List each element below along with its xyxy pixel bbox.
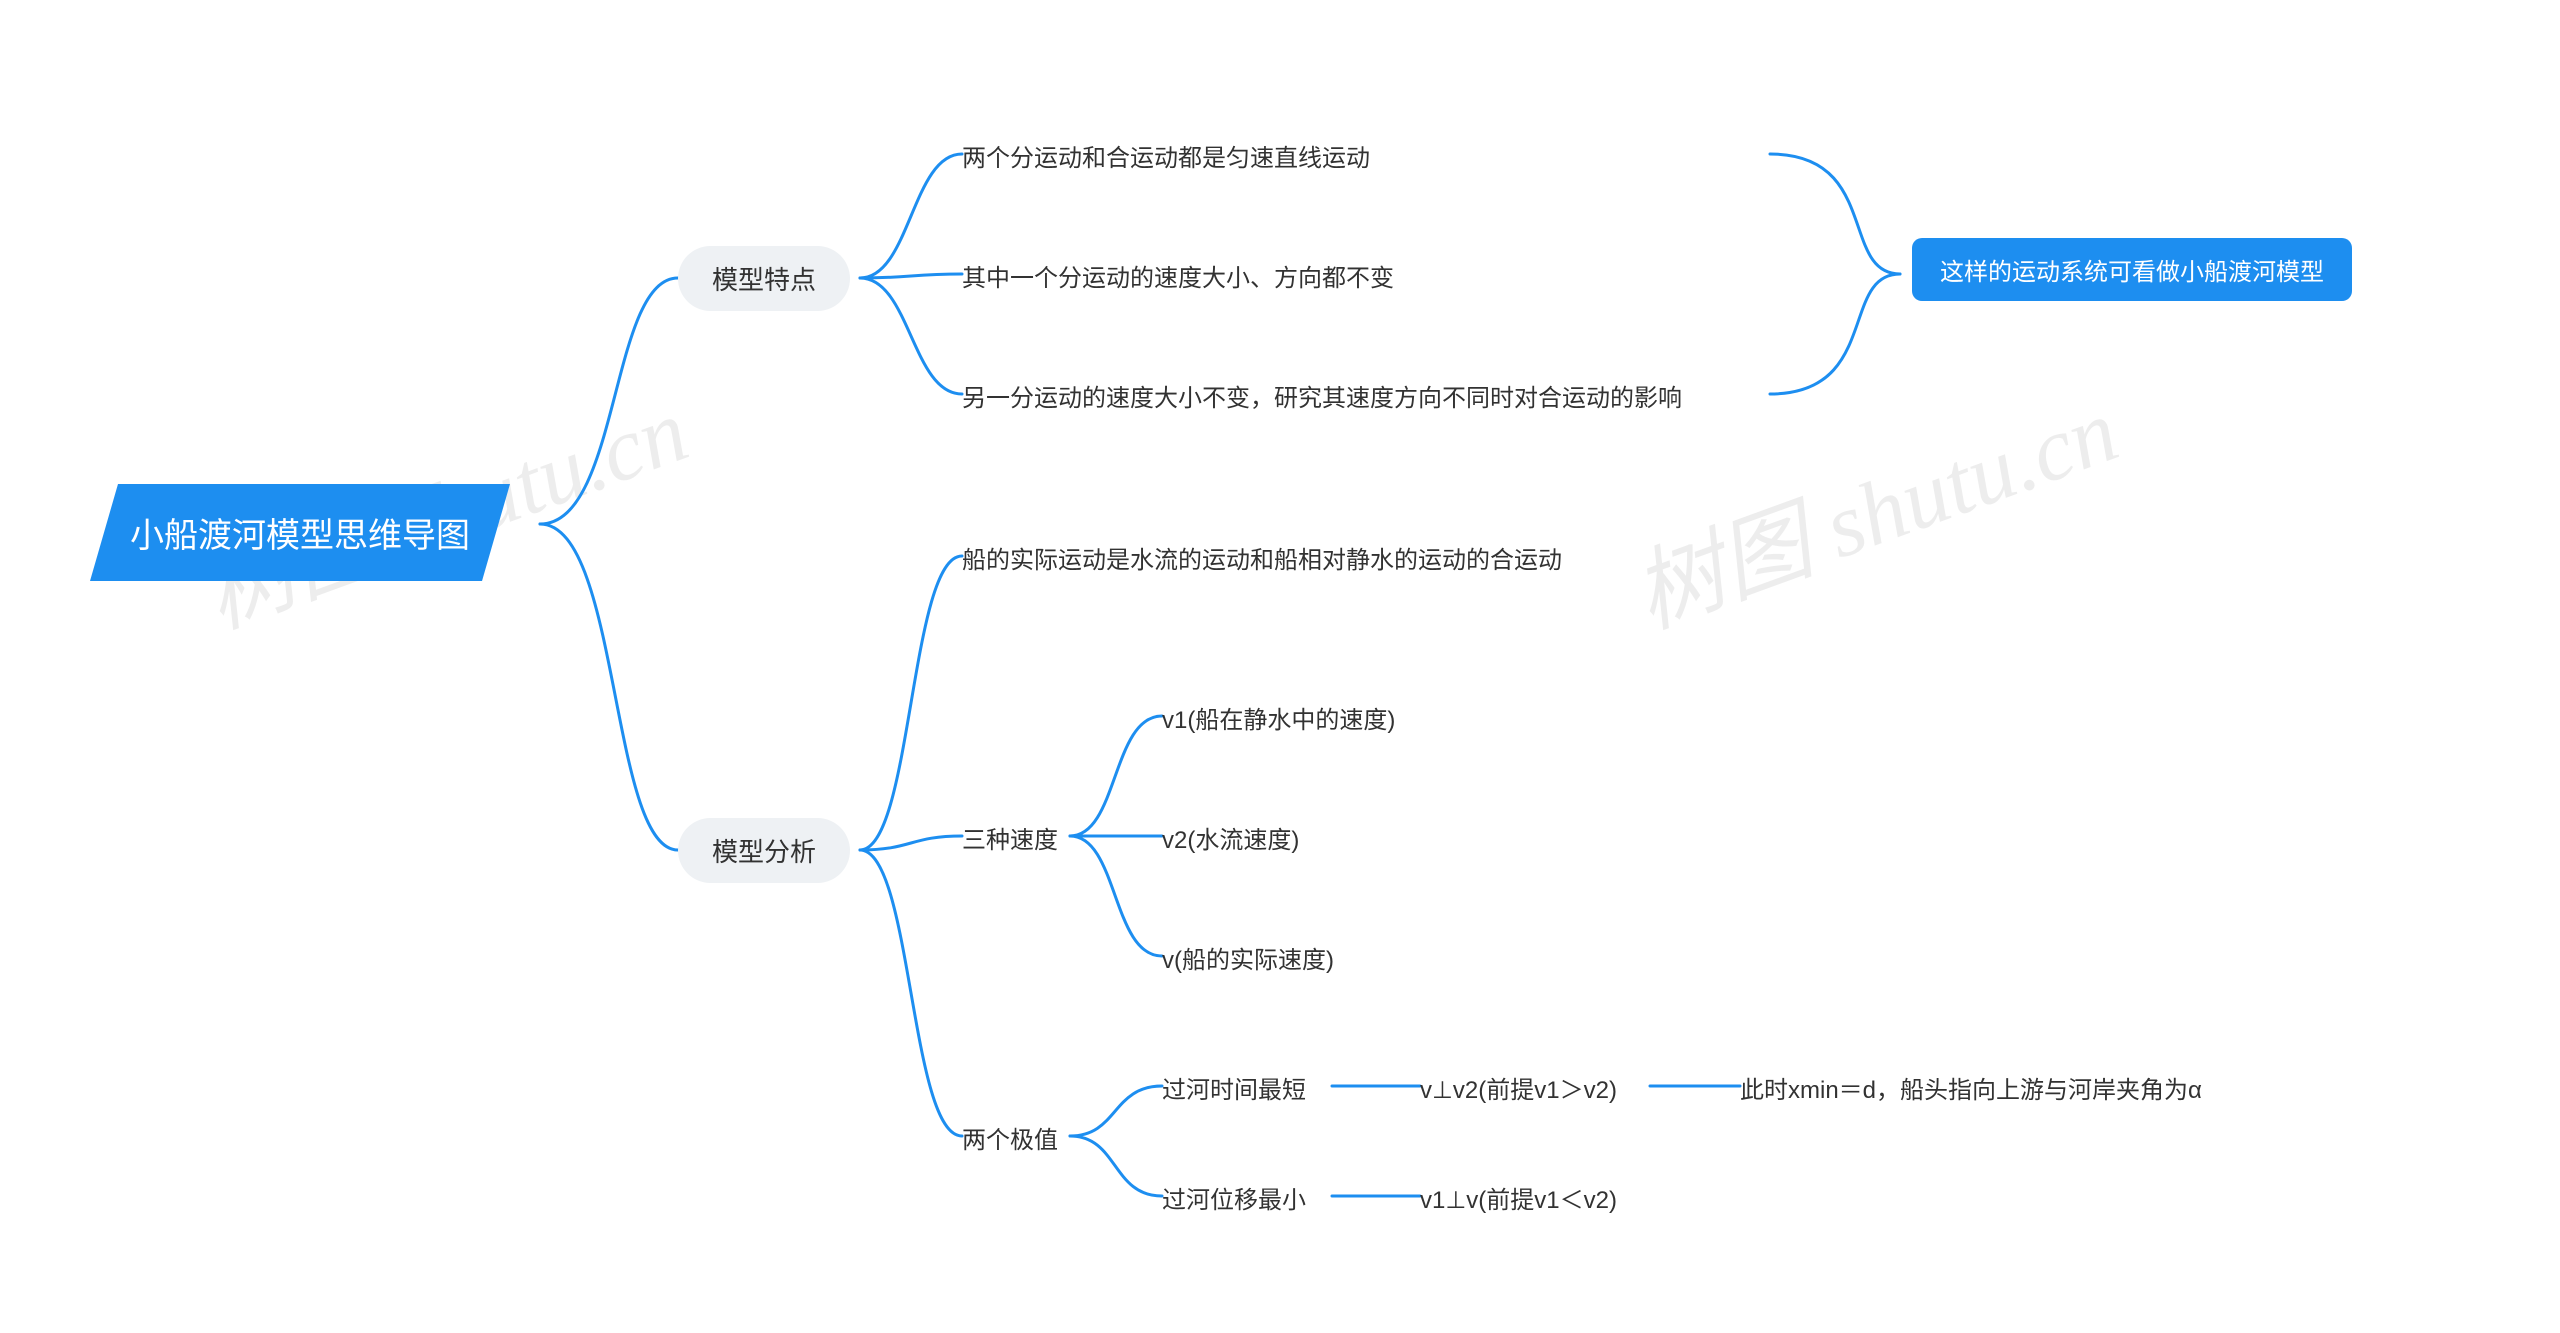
topic-features[interactable]: 模型特点: [678, 246, 850, 311]
leaf-f3[interactable]: 另一分运动的速度大小不变，研究其速度方向不同时对合运动的影响: [962, 378, 1682, 413]
leaf-f2[interactable]: 其中一个分运动的速度大小、方向都不变: [962, 258, 1394, 293]
connector-layer: [0, 0, 2560, 1333]
leaf-speeds[interactable]: 三种速度: [962, 820, 1058, 855]
topic-label: 模型特点: [712, 260, 816, 297]
summary-badge[interactable]: 这样的运动系统可看做小船渡河模型: [1912, 238, 2352, 301]
leaf-s2[interactable]: v2(水流速度): [1162, 820, 1299, 855]
leaf-label: 其中一个分运动的速度大小、方向都不变: [962, 258, 1394, 293]
leaf-label: 过河时间最短: [1162, 1070, 1306, 1105]
root-label: 小船渡河模型思维导图: [130, 508, 470, 557]
leaf-e2[interactable]: 过河位移最小: [1162, 1180, 1306, 1215]
watermark: 树图 shutu.cn: [1613, 358, 2132, 653]
topic-label: 模型分析: [712, 832, 816, 869]
leaf-label: v1(船在静水中的速度): [1162, 700, 1395, 735]
root-node[interactable]: 小船渡河模型思维导图: [90, 484, 510, 581]
leaf-label: v⊥v2(前提v1＞v2): [1420, 1070, 1617, 1105]
leaf-s1[interactable]: v1(船在静水中的速度): [1162, 700, 1395, 735]
topic-analysis[interactable]: 模型分析: [678, 818, 850, 883]
leaf-label: 过河位移最小: [1162, 1180, 1306, 1215]
leaf-e2a[interactable]: v1⊥v(前提v1＜v2): [1420, 1180, 1617, 1215]
leaf-label: 两个分运动和合运动都是匀速直线运动: [962, 138, 1370, 173]
leaf-f1[interactable]: 两个分运动和合运动都是匀速直线运动: [962, 138, 1370, 173]
leaf-label: 船的实际运动是水流的运动和船相对静水的运动的合运动: [962, 540, 1562, 575]
leaf-label: v1⊥v(前提v1＜v2): [1420, 1180, 1617, 1215]
leaf-e1b[interactable]: 此时xmin＝d，船头指向上游与河岸夹角为α: [1740, 1070, 2202, 1105]
summary-label: 这样的运动系统可看做小船渡河模型: [1940, 252, 2324, 287]
leaf-label: 两个极值: [962, 1120, 1058, 1155]
leaf-label: 三种速度: [962, 820, 1058, 855]
leaf-s3[interactable]: v(船的实际速度): [1162, 940, 1334, 975]
leaf-extremes[interactable]: 两个极值: [962, 1120, 1058, 1155]
leaf-label: 另一分运动的速度大小不变，研究其速度方向不同时对合运动的影响: [962, 378, 1682, 413]
leaf-a1[interactable]: 船的实际运动是水流的运动和船相对静水的运动的合运动: [962, 540, 1562, 575]
leaf-e1a[interactable]: v⊥v2(前提v1＞v2): [1420, 1070, 1617, 1105]
leaf-label: v2(水流速度): [1162, 820, 1299, 855]
leaf-label: v(船的实际速度): [1162, 940, 1334, 975]
leaf-e1[interactable]: 过河时间最短: [1162, 1070, 1306, 1105]
leaf-label: 此时xmin＝d，船头指向上游与河岸夹角为α: [1740, 1070, 2202, 1105]
